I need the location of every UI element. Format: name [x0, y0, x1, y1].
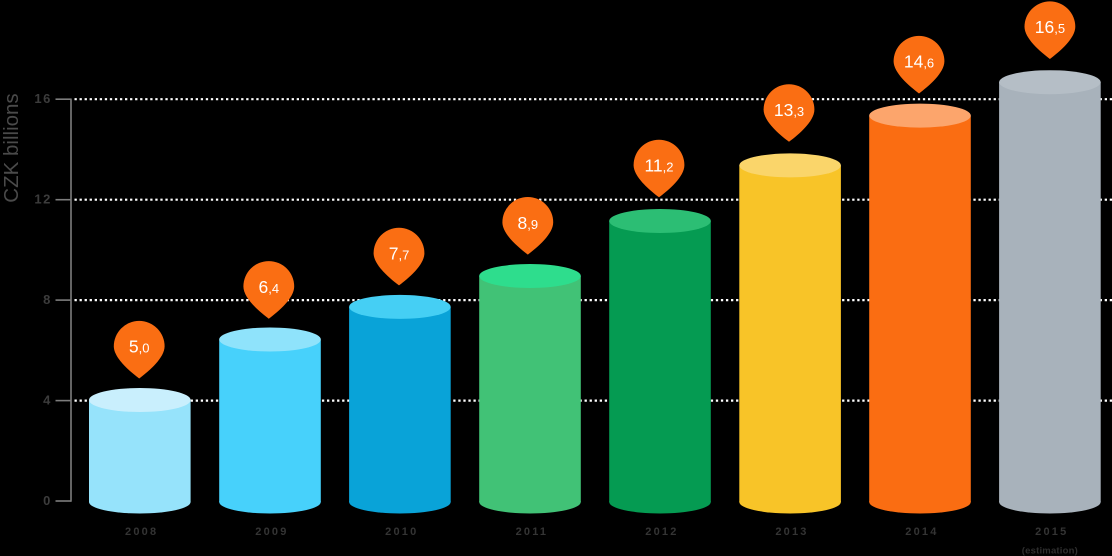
- svg-text:5,0: 5,0: [129, 337, 150, 357]
- svg-text:8: 8: [43, 292, 52, 307]
- svg-text:2013: 2013: [775, 526, 808, 538]
- svg-text:16: 16: [34, 91, 52, 106]
- svg-text:8,9: 8,9: [518, 213, 539, 233]
- svg-text:2011: 2011: [516, 526, 549, 538]
- svg-text:CZK billions: CZK billions: [0, 93, 23, 202]
- svg-text:13,3: 13,3: [774, 100, 804, 120]
- svg-text:11,2: 11,2: [644, 156, 673, 176]
- svg-text:14,6: 14,6: [904, 52, 934, 72]
- svg-text:6,4: 6,4: [259, 277, 280, 297]
- svg-text:0: 0: [43, 493, 52, 508]
- svg-text:16,5: 16,5: [1035, 17, 1065, 37]
- svg-text:2010: 2010: [385, 526, 418, 538]
- svg-text:4: 4: [43, 393, 52, 408]
- svg-text:2008: 2008: [125, 526, 158, 538]
- svg-text:2015: 2015: [1035, 526, 1068, 538]
- svg-text:2009: 2009: [255, 526, 288, 538]
- svg-text:(estimation): (estimation): [1022, 546, 1078, 556]
- svg-text:2012: 2012: [645, 526, 678, 538]
- svg-text:7,7: 7,7: [389, 244, 410, 264]
- svg-text:12: 12: [34, 192, 52, 207]
- svg-text:2014: 2014: [905, 526, 938, 538]
